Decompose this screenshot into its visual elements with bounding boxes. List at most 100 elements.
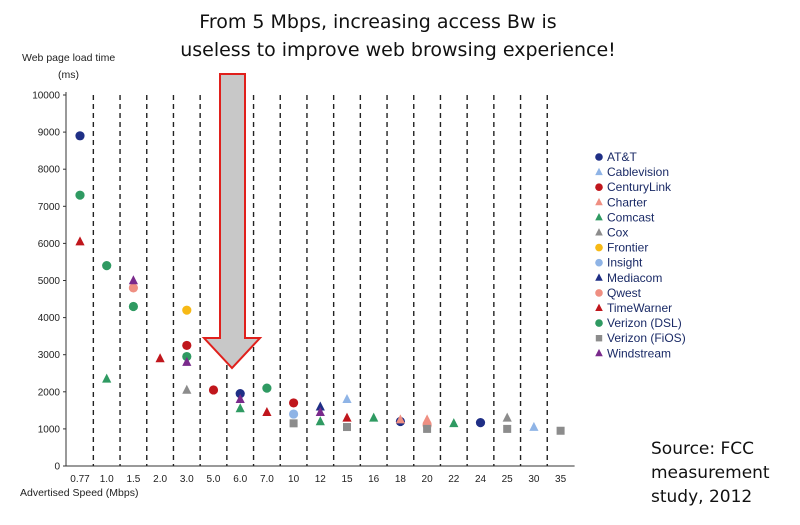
legend-label-centurylink: CenturyLink [607, 180, 672, 194]
legend-label-qwest: Qwest [607, 286, 642, 300]
headline-line-1: From 5 Mbps, increasing access Bw is [199, 11, 556, 33]
data-point-verizon-dsl [75, 190, 85, 200]
legend-marker-verizon-dsl [595, 319, 603, 327]
x-tick-label: 16 [368, 474, 380, 485]
data-point-verizon-fios [289, 419, 298, 428]
legend-label-frontier: Frontier [607, 241, 648, 255]
legend-label-at-t: AT&T [607, 150, 637, 164]
legend-label-windstream: Windstream [607, 346, 671, 360]
legend-marker-mediacom [595, 273, 603, 281]
data-point-verizon-dsl [182, 351, 192, 362]
legend-label-comcast: Comcast [607, 210, 655, 224]
x-tick-label: 5.0 [207, 474, 221, 485]
y-tick-label: 9000 [38, 128, 61, 139]
y-tick-label: 2000 [38, 387, 61, 398]
data-point-timewarner [75, 236, 85, 246]
y-tick-label: 1000 [38, 424, 61, 435]
legend-marker-comcast [595, 213, 603, 221]
legend-label-mediacom: Mediacom [607, 271, 662, 285]
legend-marker-charter [595, 197, 603, 206]
x-tick-label: 6.0 [233, 474, 247, 485]
legend-label-verizon-fios: Verizon (FiOS) [607, 331, 686, 345]
legend-label-cox: Cox [607, 226, 628, 240]
legend-label-verizon-dsl: Verizon (DSL) [607, 316, 682, 330]
source-line-3: study, 2012 [651, 487, 752, 507]
data-point-verizon-dsl [128, 301, 138, 312]
legend-marker-frontier [595, 243, 603, 252]
legend-label-cablevision: Cablevision [607, 165, 669, 179]
data-point-verizon-fios [343, 423, 351, 432]
data-point-centurylink [208, 385, 219, 395]
data-point-comcast [235, 403, 245, 413]
x-tick-label: 10 [288, 474, 300, 485]
plot-area: 0100020003000400050006000700080009000100… [32, 73, 575, 485]
data-point-centurylink [289, 398, 299, 408]
x-tick-label: 25 [502, 474, 514, 485]
data-point-timewarner [155, 353, 165, 363]
legend-marker-qwest [595, 289, 603, 297]
legend: AT&TCablevisionCenturyLinkCharterComcast… [595, 150, 686, 360]
y-tick-label: 3000 [38, 350, 61, 361]
x-tick-label: 18 [395, 474, 407, 485]
y-tick-label: 5000 [38, 276, 61, 287]
x-tick-label: 1.0 [100, 474, 114, 485]
data-point-charter [422, 414, 432, 424]
legend-marker-cox [595, 228, 603, 236]
x-tick-label: 1.5 [126, 474, 140, 485]
y-axis-title: Web page load time [22, 52, 115, 64]
x-tick-label: 20 [422, 474, 434, 485]
data-point-insight [289, 409, 299, 419]
data-point-mediacom [315, 401, 325, 411]
legend-marker-windstream [595, 348, 603, 357]
data-point-verizon-fios [423, 424, 432, 433]
data-point-verizon-dsl [102, 261, 112, 271]
data-point-verizon-dsl [262, 383, 272, 393]
legend-marker-cablevision [595, 167, 603, 176]
legend-marker-insight [595, 258, 603, 267]
x-tick-label: 35 [555, 474, 567, 485]
legend-marker-timewarner [595, 303, 603, 311]
legend-label-timewarner: TimeWarner [607, 301, 672, 315]
data-point-verizon-fios [556, 426, 565, 435]
y-tick-label: 10000 [32, 91, 60, 102]
data-point-cablevision [529, 421, 539, 431]
x-tick-label: 12 [315, 474, 327, 485]
data-point-timewarner [342, 412, 352, 422]
data-point-timewarner [262, 407, 272, 417]
data-point-at-t [75, 131, 85, 141]
source-line-1: Source: FCC [651, 439, 754, 459]
data-point-at-t [475, 417, 486, 428]
x-axis-title: Advertised Speed (Mbps) [20, 487, 138, 499]
x-tick-label: 2.0 [153, 474, 167, 485]
headline-line-2: useless to improve web browsing experien… [180, 39, 616, 61]
data-point-charter [395, 414, 405, 424]
data-point-cablevision [342, 394, 352, 404]
y-tick-label: 6000 [38, 239, 61, 250]
y-tick-label: 7000 [38, 202, 61, 213]
data-point-windstream [128, 275, 138, 285]
data-point-qwest [128, 283, 138, 293]
y-tick-label: 4000 [38, 313, 61, 324]
data-point-at-t [235, 389, 245, 399]
data-point-comcast [315, 416, 325, 426]
data-point-verizon-fios [503, 424, 512, 433]
y-axis-unit: (ms) [58, 69, 79, 81]
source-line-2: measurement [651, 463, 770, 483]
down-arrow-annotation [201, 73, 263, 370]
data-point-windstream [182, 356, 192, 366]
legend-label-insight: Insight [607, 256, 643, 270]
data-point-comcast [102, 373, 112, 383]
legend-marker-verizon-fios [595, 335, 603, 342]
data-point-cox [502, 412, 512, 422]
y-tick-label: 0 [54, 462, 60, 473]
x-tick-label: 7.0 [260, 474, 274, 485]
data-point-frontier [182, 305, 192, 315]
x-tick-label: 0.77 [70, 474, 90, 485]
y-tick-label: 8000 [38, 165, 61, 176]
legend-marker-centurylink [595, 183, 603, 191]
data-point-comcast [449, 418, 459, 428]
legend-label-charter: Charter [607, 195, 647, 209]
data-point-cox [182, 384, 192, 394]
